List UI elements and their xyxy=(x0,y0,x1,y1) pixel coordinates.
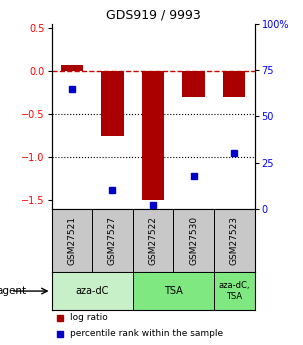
Title: GDS919 / 9993: GDS919 / 9993 xyxy=(106,9,200,22)
Text: percentile rank within the sample: percentile rank within the sample xyxy=(70,329,223,338)
Bar xyxy=(214,209,255,272)
Bar xyxy=(101,71,124,136)
Bar xyxy=(182,71,205,97)
Bar xyxy=(133,272,214,310)
Bar xyxy=(61,65,83,71)
Bar xyxy=(223,71,245,97)
Text: GSM27521: GSM27521 xyxy=(67,216,76,265)
Text: GSM27527: GSM27527 xyxy=(108,216,117,265)
Text: GSM27523: GSM27523 xyxy=(230,216,239,265)
Bar xyxy=(173,209,214,272)
Text: agent: agent xyxy=(0,286,27,296)
Bar xyxy=(214,272,255,310)
Bar xyxy=(52,272,133,310)
Text: GSM27522: GSM27522 xyxy=(148,216,158,265)
Text: GSM27530: GSM27530 xyxy=(189,216,198,265)
Bar xyxy=(133,209,173,272)
Bar xyxy=(92,209,133,272)
Text: aza-dC,
TSA: aza-dC, TSA xyxy=(218,282,250,301)
Bar xyxy=(52,209,92,272)
Text: TSA: TSA xyxy=(164,286,183,296)
Text: aza-dC: aza-dC xyxy=(75,286,109,296)
Bar xyxy=(142,71,164,200)
Text: log ratio: log ratio xyxy=(70,313,108,322)
